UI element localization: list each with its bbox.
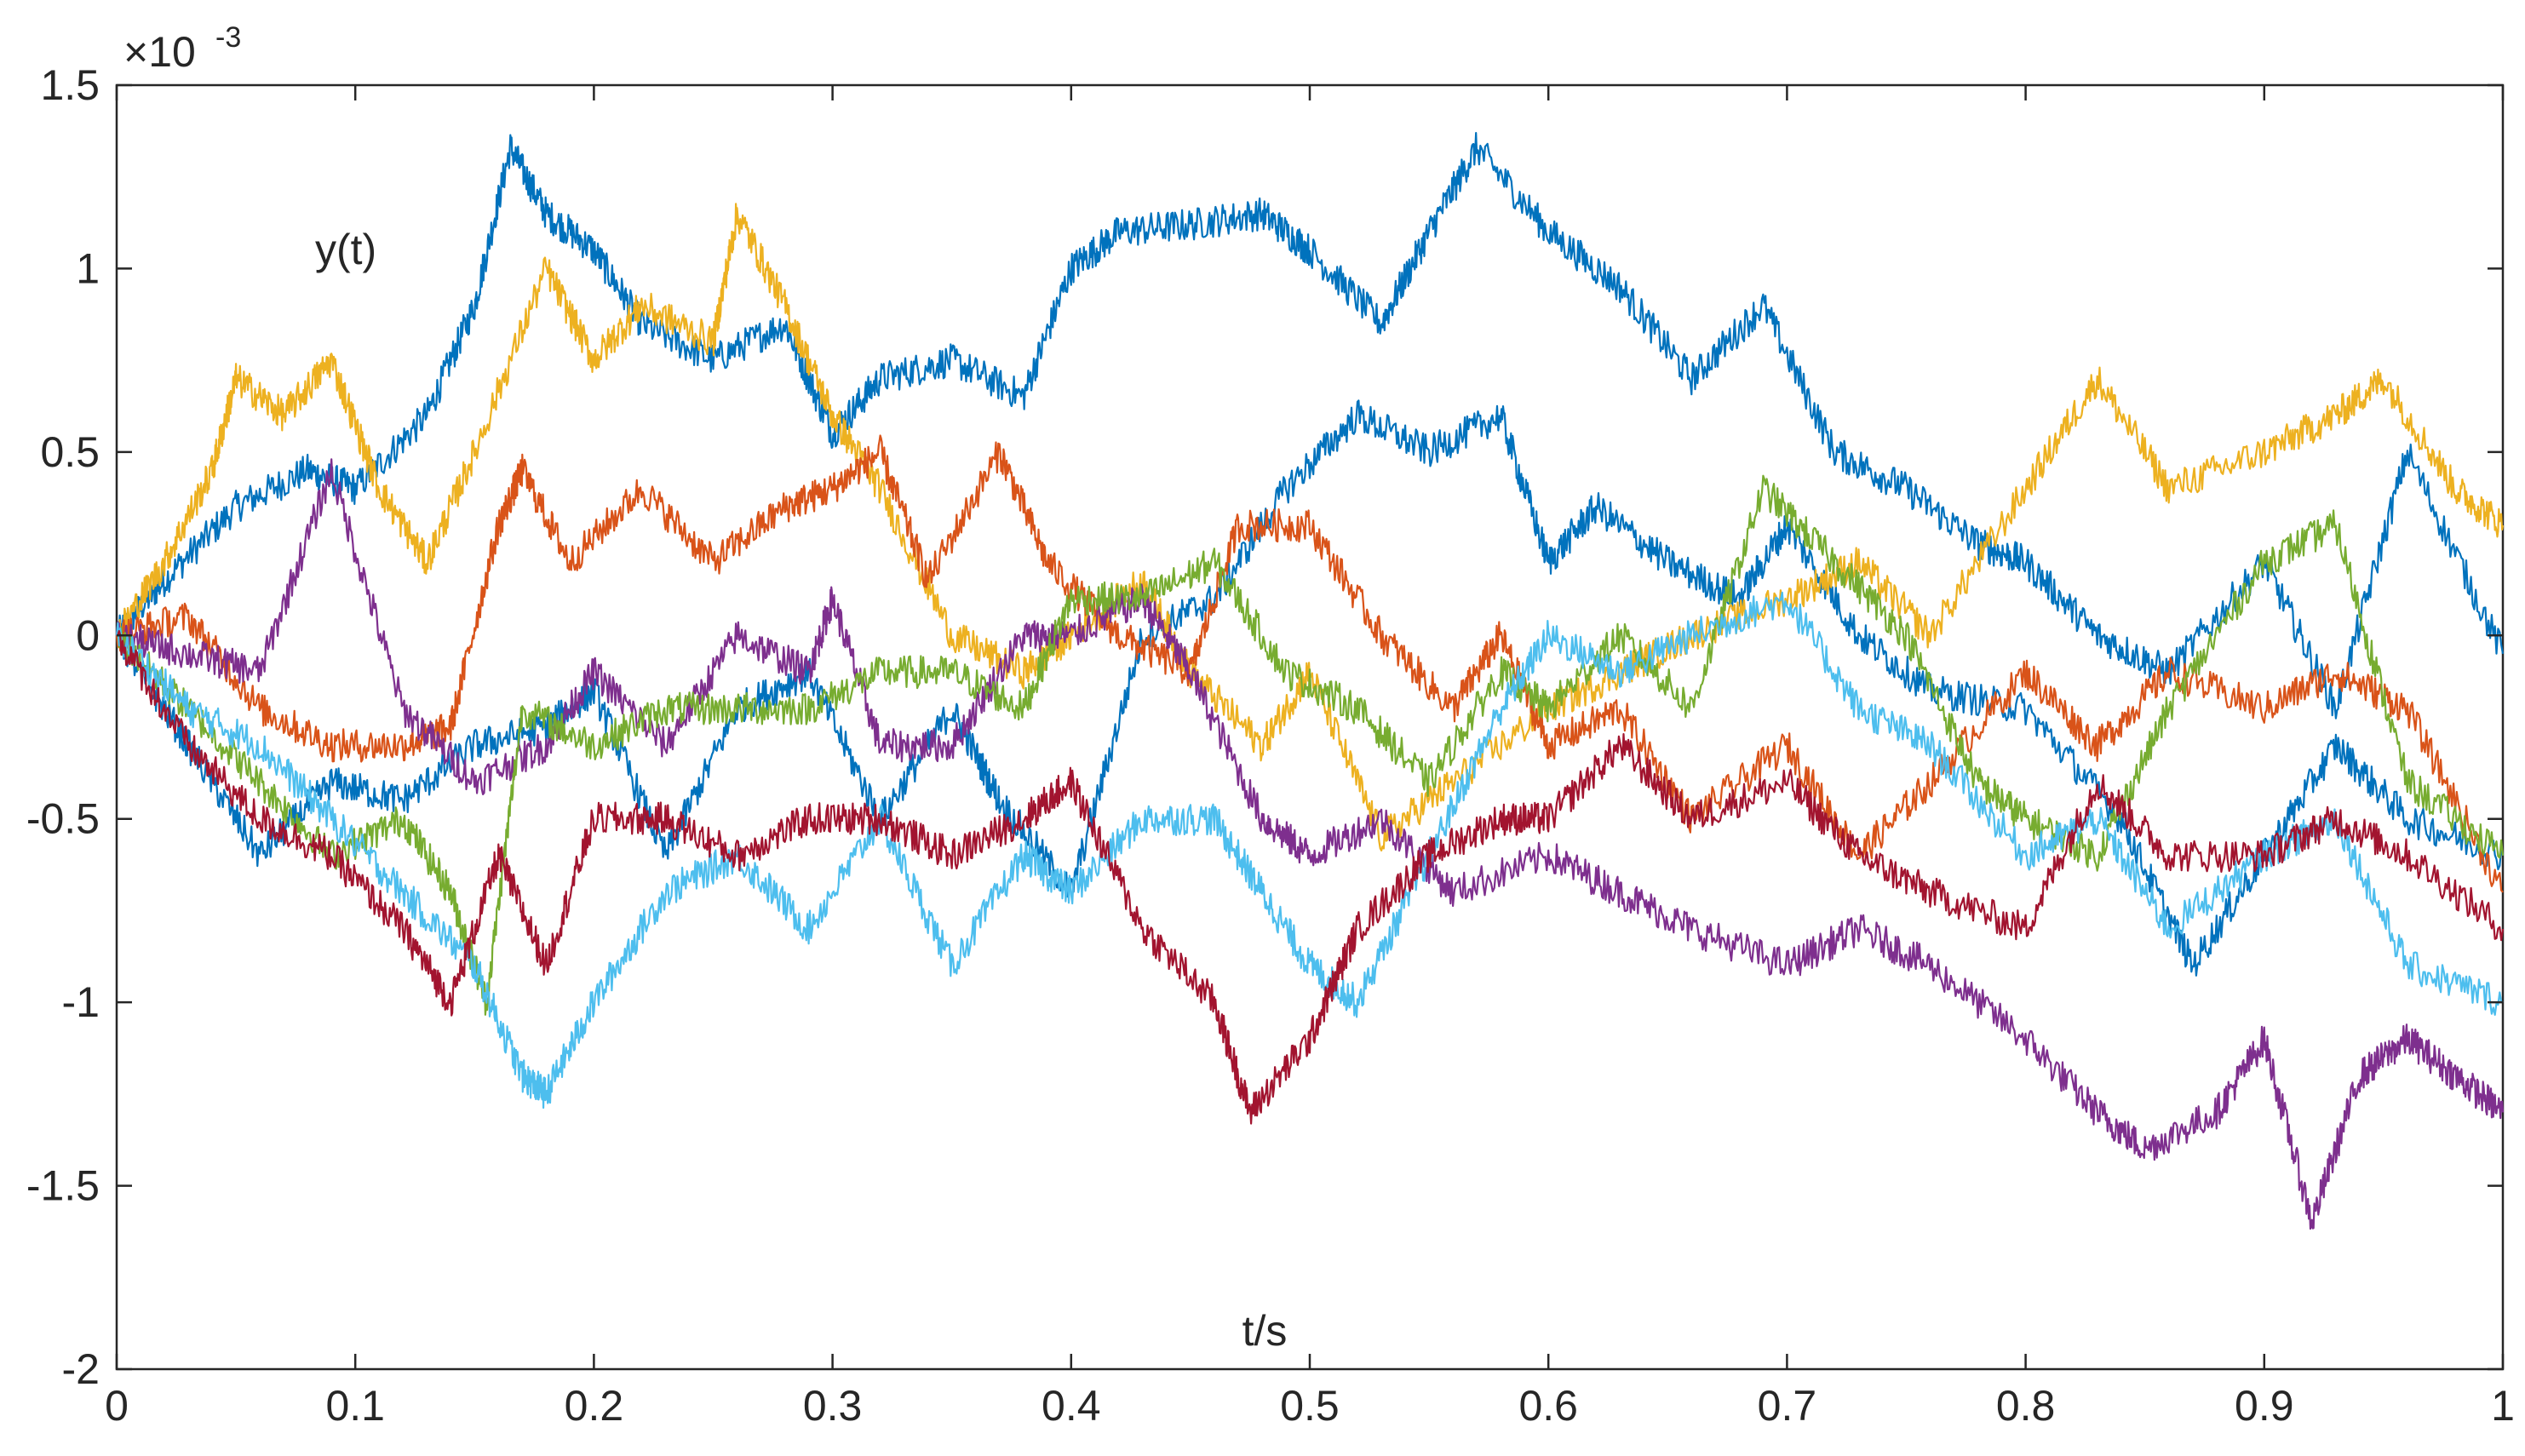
x-tick-label: 0.1 xyxy=(325,1382,385,1430)
plot-area-frame xyxy=(115,83,2505,1371)
series-line-4 xyxy=(115,434,2504,893)
y-tick-label: -2 xyxy=(62,1345,100,1393)
y-tick-label: -1 xyxy=(62,978,100,1026)
x-tick-label: 0.4 xyxy=(1042,1382,1101,1430)
series-line-2 xyxy=(115,399,2505,977)
x-axis-label: t/s xyxy=(1242,1307,1288,1355)
y-axis-label: y(t) xyxy=(315,226,376,273)
x-tick-label: 0 xyxy=(105,1382,129,1430)
ticks-layer: 0 0.1 0.2 0.3 0.4 0.5 0.6 0.7 0.8 0.9 1 1.5 1 0.5 0 -0.… xyxy=(26,61,2515,1430)
x-tick-label: 0.9 xyxy=(2235,1382,2294,1430)
y-tick-label: 1.5 xyxy=(40,61,100,109)
x-tick-label: 0.8 xyxy=(1996,1382,2056,1430)
y-exponent-label: ×10 -3 xyxy=(123,21,241,76)
svg-text:-3: -3 xyxy=(215,21,241,54)
series-line-8 xyxy=(116,630,2505,1125)
series-line-1 xyxy=(115,132,2505,719)
series-layer xyxy=(115,132,2505,1230)
svg-text:×10: ×10 xyxy=(123,28,196,76)
x-tick-label: 0.3 xyxy=(803,1382,863,1430)
y-tick-label: -0.5 xyxy=(26,795,100,843)
series-line-7 xyxy=(115,591,2504,1109)
x-tick-label: 0.6 xyxy=(1518,1382,1578,1430)
y-tick-label: -1.5 xyxy=(26,1162,100,1210)
x-tick-label: 1 xyxy=(2491,1382,2515,1430)
x-tick-label: 0.5 xyxy=(1280,1382,1340,1430)
y-tick-label: 1 xyxy=(76,244,100,292)
y-tick-label: 0 xyxy=(76,611,100,659)
x-tick-label: 0.7 xyxy=(1758,1382,1817,1430)
y-tick-label: 0.5 xyxy=(40,428,100,476)
x-tick-label: 0.2 xyxy=(565,1382,624,1430)
